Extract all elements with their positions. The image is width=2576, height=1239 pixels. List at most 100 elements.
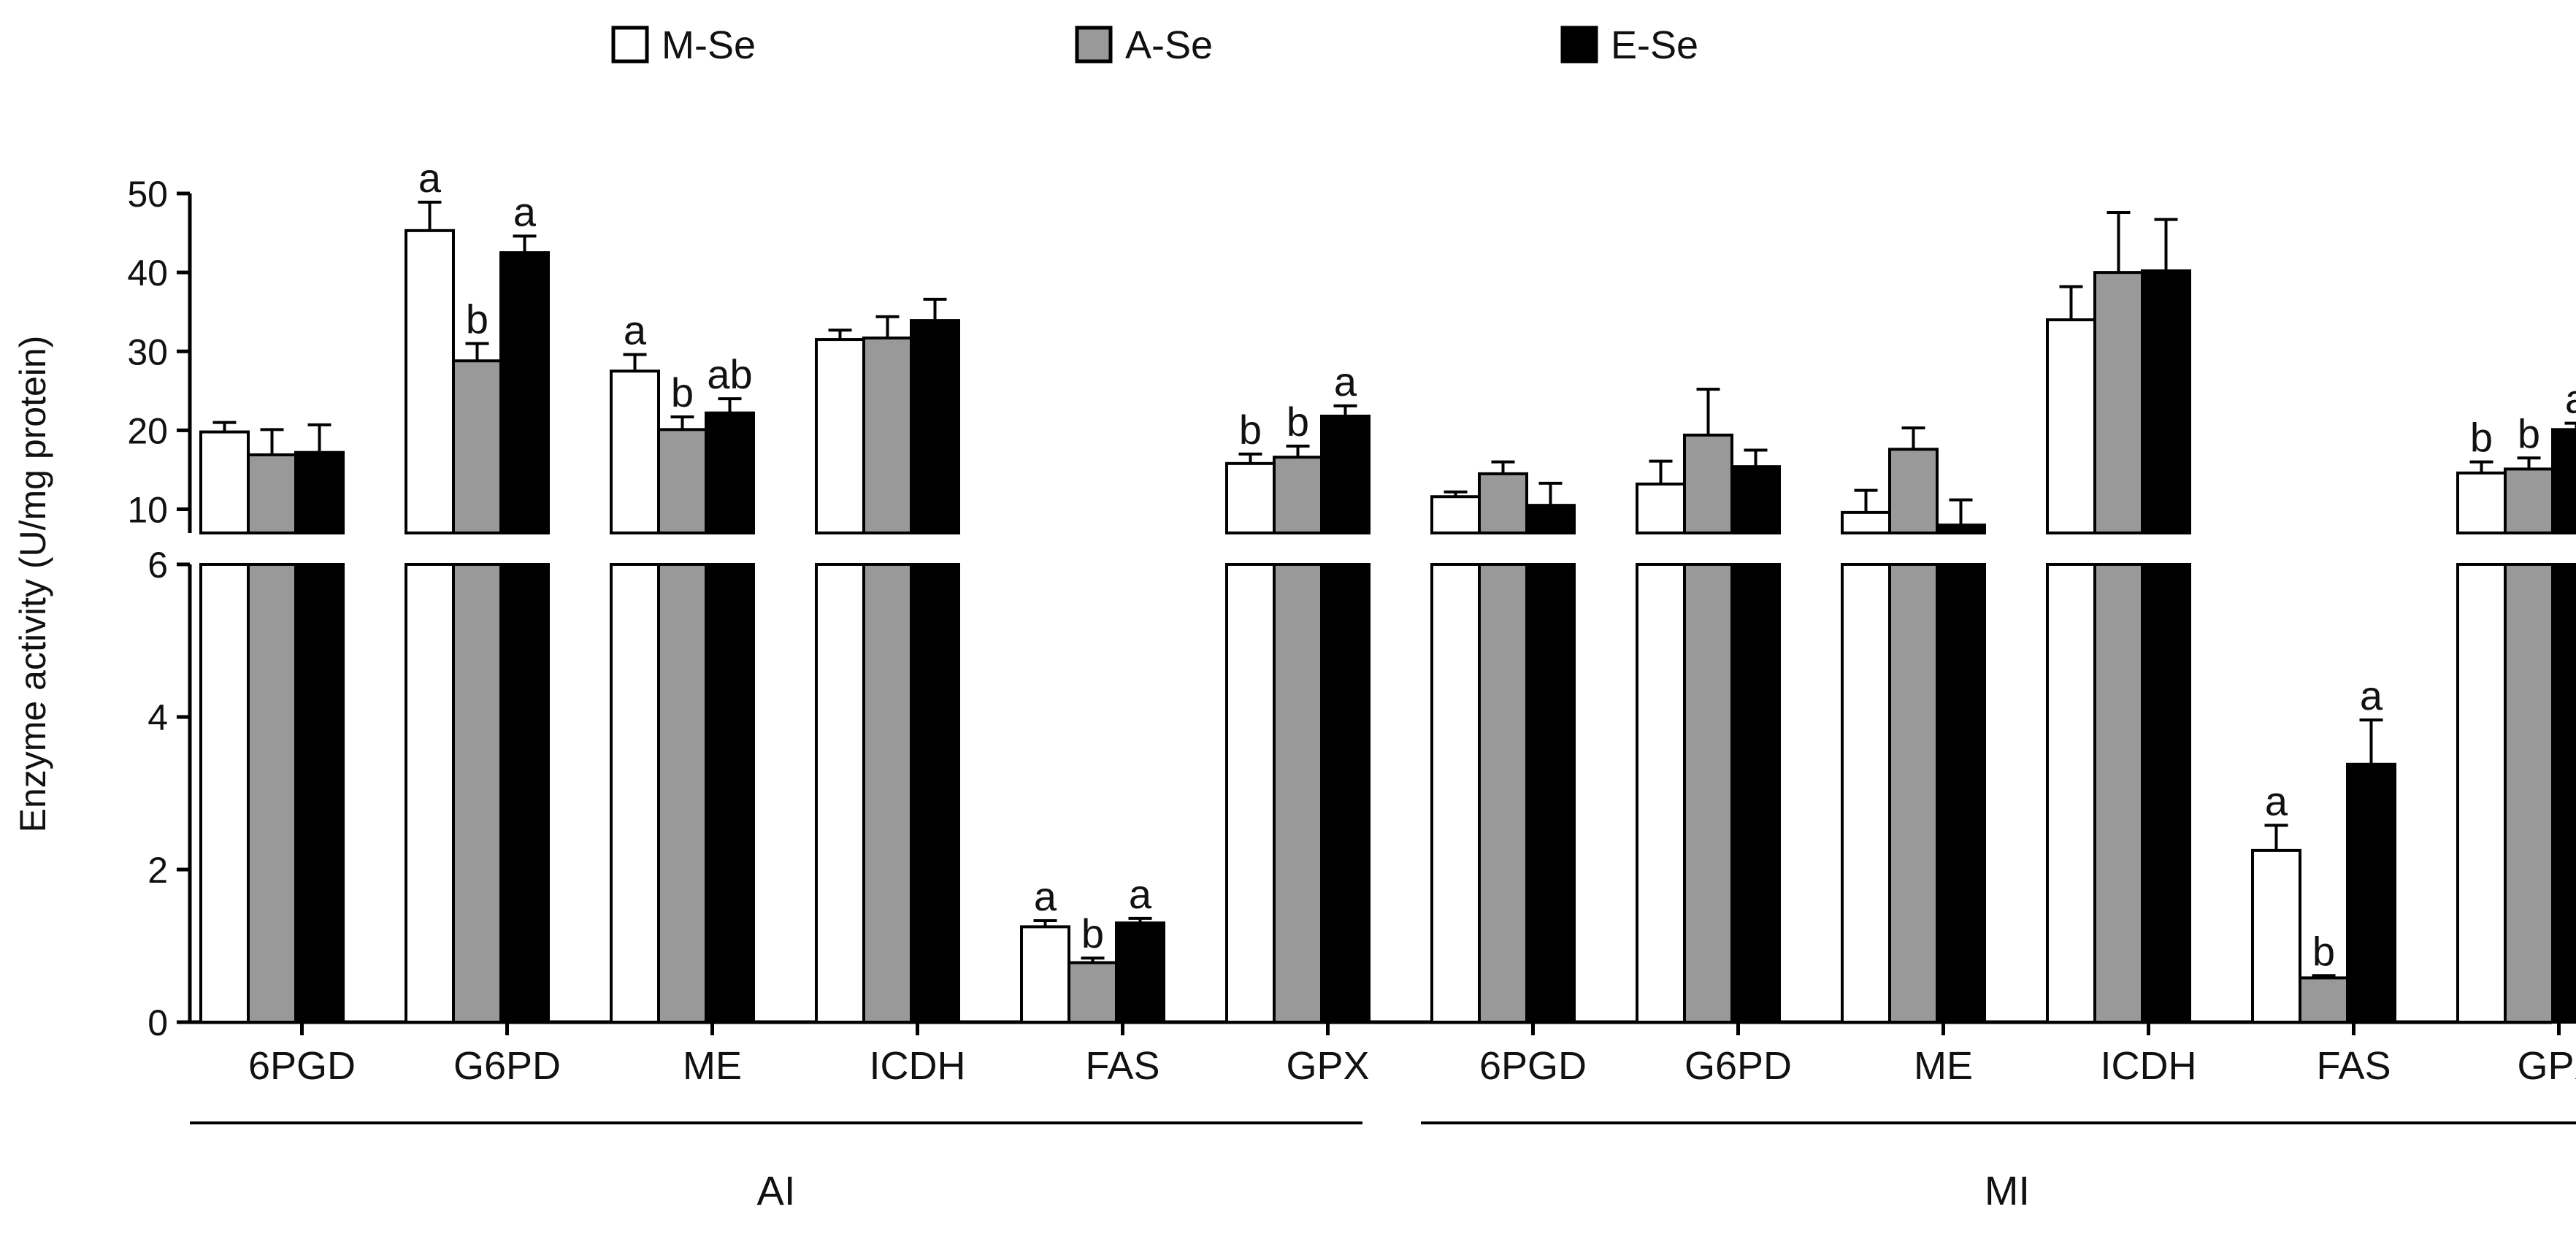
legend-swatch xyxy=(611,26,649,64)
bar xyxy=(862,336,913,534)
y-tick-label: 40 xyxy=(127,253,168,294)
legend-label: M-Se xyxy=(662,23,756,67)
bar xyxy=(1115,921,1165,1024)
x-tick-label: ICDH xyxy=(870,1044,966,1088)
bar xyxy=(1273,456,1323,534)
x-tick-label: 6PGD xyxy=(1479,1044,1587,1088)
bar xyxy=(405,229,455,534)
bar xyxy=(1067,961,1118,1024)
y-tick-label: 50 xyxy=(127,174,168,215)
legend: M-Se A-Se E-Se xyxy=(611,23,1698,67)
y-tick-label: 6 xyxy=(147,545,168,586)
bar xyxy=(1730,465,1781,534)
legend-label: A-Se xyxy=(1125,23,1213,67)
bar-lower-segment xyxy=(247,563,297,1024)
bar xyxy=(199,430,250,535)
bar xyxy=(1020,925,1070,1024)
significance-letter: a xyxy=(1334,358,1357,404)
y-tick-label: 30 xyxy=(127,331,168,372)
bar xyxy=(1525,504,1576,535)
bar xyxy=(2346,762,2396,1024)
bar-lower-segment xyxy=(815,563,865,1024)
x-tick-label: 6PGD xyxy=(248,1044,356,1088)
bar-lower-segment xyxy=(2046,563,2096,1024)
bar-lower-segment xyxy=(2504,563,2554,1024)
x-tick-label: ME xyxy=(683,1044,742,1088)
bar xyxy=(2251,848,2301,1024)
x-tick-label: FAS xyxy=(2316,1044,2391,1088)
bar-lower-segment xyxy=(1683,563,1733,1024)
y-tick-label: 4 xyxy=(147,697,168,738)
axes: 0 2 4 6 10 20 30 40 50 xyxy=(127,174,2576,1124)
bars xyxy=(199,200,2576,1024)
bar xyxy=(1430,495,1481,534)
bar xyxy=(1225,461,1276,535)
bar xyxy=(2456,471,2507,535)
bar-lower-segment xyxy=(910,563,960,1024)
bar xyxy=(1636,482,1686,534)
bar-lower-segment xyxy=(405,563,455,1024)
bar-lower-segment xyxy=(294,563,345,1024)
bar-lower-segment xyxy=(1320,563,1371,1024)
bar-lower-segment xyxy=(657,563,708,1024)
significance-letter: b xyxy=(2518,410,2540,456)
legend-swatch xyxy=(1075,26,1113,64)
bar-lower-segment xyxy=(2551,563,2576,1024)
bar xyxy=(657,428,708,535)
significance-letter: a xyxy=(2265,778,2288,824)
bar-lower-segment xyxy=(1225,563,1276,1024)
y-tick-label: 20 xyxy=(127,410,168,451)
group-label: AI xyxy=(757,1167,796,1213)
significance-letter: a xyxy=(624,307,647,353)
significance-letter: a xyxy=(2565,376,2576,422)
significance-letter: b xyxy=(466,296,488,342)
significance-letter: b xyxy=(1081,910,1104,956)
x-tick-label: G6PD xyxy=(453,1044,561,1088)
x-tick-label: ME xyxy=(1914,1044,1973,1088)
significance-letter: b xyxy=(2312,928,2335,974)
bar xyxy=(1841,510,1891,535)
bar-lower-segment xyxy=(862,563,913,1024)
legend-swatch xyxy=(1560,26,1598,64)
y-tick-label: 0 xyxy=(147,1002,168,1043)
bar xyxy=(2046,318,2096,534)
significance-letter: b xyxy=(671,369,694,415)
significance-letter: b xyxy=(1287,399,1309,445)
bar xyxy=(1888,448,1939,534)
bar xyxy=(2504,467,2554,535)
bar xyxy=(1320,414,1371,534)
bar-lower-segment xyxy=(2456,563,2507,1024)
significance-letter: a xyxy=(513,188,537,234)
bar xyxy=(2141,269,2191,534)
bar-lower-segment xyxy=(199,563,250,1024)
bar xyxy=(2299,976,2349,1024)
bar-lower-segment xyxy=(1888,563,1939,1024)
significance-letter: a xyxy=(1034,873,1057,919)
y-axis-label: Enzyme activity (U/mg protein) xyxy=(12,336,53,833)
bar-lower-segment xyxy=(1273,563,1323,1024)
bar xyxy=(2551,428,2576,535)
bar xyxy=(247,453,297,534)
x-tick-label: ICDH xyxy=(2101,1044,2197,1088)
bar xyxy=(294,450,345,535)
significance-letter: a xyxy=(2360,672,2383,718)
significance-letter: ab xyxy=(707,351,752,397)
bar xyxy=(1478,472,1528,534)
bar xyxy=(705,411,755,535)
bar xyxy=(452,359,502,535)
bar-lower-segment xyxy=(2093,563,2144,1024)
x-tick-label: G6PD xyxy=(1684,1044,1792,1088)
bar xyxy=(910,319,960,534)
bar-lower-segment xyxy=(452,563,502,1024)
bar-lower-segment xyxy=(610,563,660,1024)
bar xyxy=(815,338,865,534)
x-tick-label: GPX xyxy=(1286,1044,1369,1088)
bar xyxy=(610,369,660,535)
bar xyxy=(499,251,550,534)
group-label: MI xyxy=(1985,1167,2030,1213)
bar-lower-segment xyxy=(705,563,755,1024)
axis-break-gap xyxy=(168,537,2559,560)
significance-letter: b xyxy=(2470,415,2493,461)
